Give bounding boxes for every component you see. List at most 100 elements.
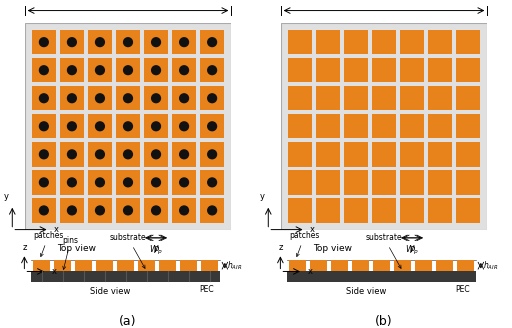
Bar	[200, 170, 224, 195]
Bar	[310, 260, 327, 272]
Bar	[116, 142, 140, 167]
Circle shape	[68, 66, 76, 74]
Bar	[456, 170, 480, 195]
Circle shape	[208, 66, 217, 74]
Bar	[288, 30, 312, 54]
Bar	[436, 260, 453, 272]
Bar	[88, 86, 112, 111]
Bar	[372, 58, 396, 82]
Bar	[316, 86, 340, 111]
Bar	[144, 114, 168, 138]
Circle shape	[123, 66, 133, 74]
Text: Side view: Side view	[90, 287, 130, 296]
Bar	[372, 198, 396, 223]
Text: PEC: PEC	[456, 285, 470, 294]
Bar	[172, 30, 196, 54]
Circle shape	[68, 38, 76, 47]
Circle shape	[96, 66, 104, 74]
Bar	[144, 198, 168, 223]
Bar	[32, 198, 56, 223]
Text: patches: patches	[289, 231, 320, 256]
Circle shape	[96, 178, 104, 187]
Bar	[200, 198, 224, 223]
Bar	[400, 30, 424, 54]
Circle shape	[68, 150, 76, 159]
Text: y: y	[260, 192, 265, 201]
Circle shape	[39, 178, 48, 187]
Circle shape	[123, 178, 133, 187]
Circle shape	[96, 150, 104, 159]
Bar	[60, 86, 84, 111]
Bar	[200, 58, 224, 82]
Bar	[344, 198, 368, 223]
Bar	[60, 198, 84, 223]
Text: x: x	[307, 267, 312, 276]
Bar	[88, 170, 112, 195]
Bar	[88, 142, 112, 167]
Circle shape	[180, 122, 188, 131]
Text: Top view: Top view	[313, 244, 352, 253]
Bar	[144, 142, 168, 167]
Bar	[33, 260, 50, 272]
Circle shape	[96, 122, 104, 131]
Circle shape	[123, 122, 133, 131]
Text: (a): (a)	[119, 315, 137, 328]
Bar	[60, 142, 84, 167]
Bar	[400, 114, 424, 138]
Bar	[32, 30, 56, 54]
Bar	[288, 86, 312, 111]
Bar	[428, 86, 452, 111]
Circle shape	[152, 206, 160, 215]
Bar	[372, 170, 396, 195]
Bar	[172, 142, 196, 167]
Bar	[344, 142, 368, 167]
Bar	[31, 272, 220, 281]
Circle shape	[123, 94, 133, 103]
Text: substrate: substrate	[366, 234, 402, 268]
Circle shape	[39, 150, 48, 159]
Circle shape	[123, 38, 133, 47]
Bar	[400, 198, 424, 223]
Bar	[344, 114, 368, 138]
Bar	[372, 142, 396, 167]
Text: $W_p$: $W_p$	[405, 244, 419, 257]
Bar	[32, 58, 56, 82]
Bar	[428, 170, 452, 195]
Bar	[289, 260, 306, 272]
Bar	[88, 30, 112, 54]
Bar	[394, 260, 411, 272]
Bar	[138, 260, 155, 272]
Bar	[428, 58, 452, 82]
Bar	[316, 58, 340, 82]
Bar	[344, 30, 368, 54]
Circle shape	[39, 206, 48, 215]
Bar	[116, 86, 140, 111]
Text: patches: patches	[33, 231, 64, 256]
Text: $h_{AIR}$: $h_{AIR}$	[483, 259, 498, 272]
Bar	[373, 260, 390, 272]
Bar	[428, 114, 452, 138]
Text: z: z	[22, 243, 27, 252]
Text: $h_{AIR}$: $h_{AIR}$	[227, 259, 242, 272]
Bar	[288, 58, 312, 82]
Bar	[172, 58, 196, 82]
Bar	[400, 142, 424, 167]
Circle shape	[180, 150, 188, 159]
Text: Side view: Side view	[346, 287, 386, 296]
Bar	[60, 30, 84, 54]
Bar	[88, 58, 112, 82]
Bar	[60, 58, 84, 82]
Bar	[316, 142, 340, 167]
Bar	[288, 170, 312, 195]
Bar	[372, 114, 396, 138]
Bar	[316, 30, 340, 54]
Text: y: y	[4, 192, 9, 201]
Bar	[116, 30, 140, 54]
Text: z: z	[278, 243, 283, 252]
Bar	[200, 86, 224, 111]
Bar	[344, 86, 368, 111]
Bar	[288, 198, 312, 223]
Circle shape	[68, 122, 76, 131]
Bar	[372, 30, 396, 54]
Bar	[316, 198, 340, 223]
